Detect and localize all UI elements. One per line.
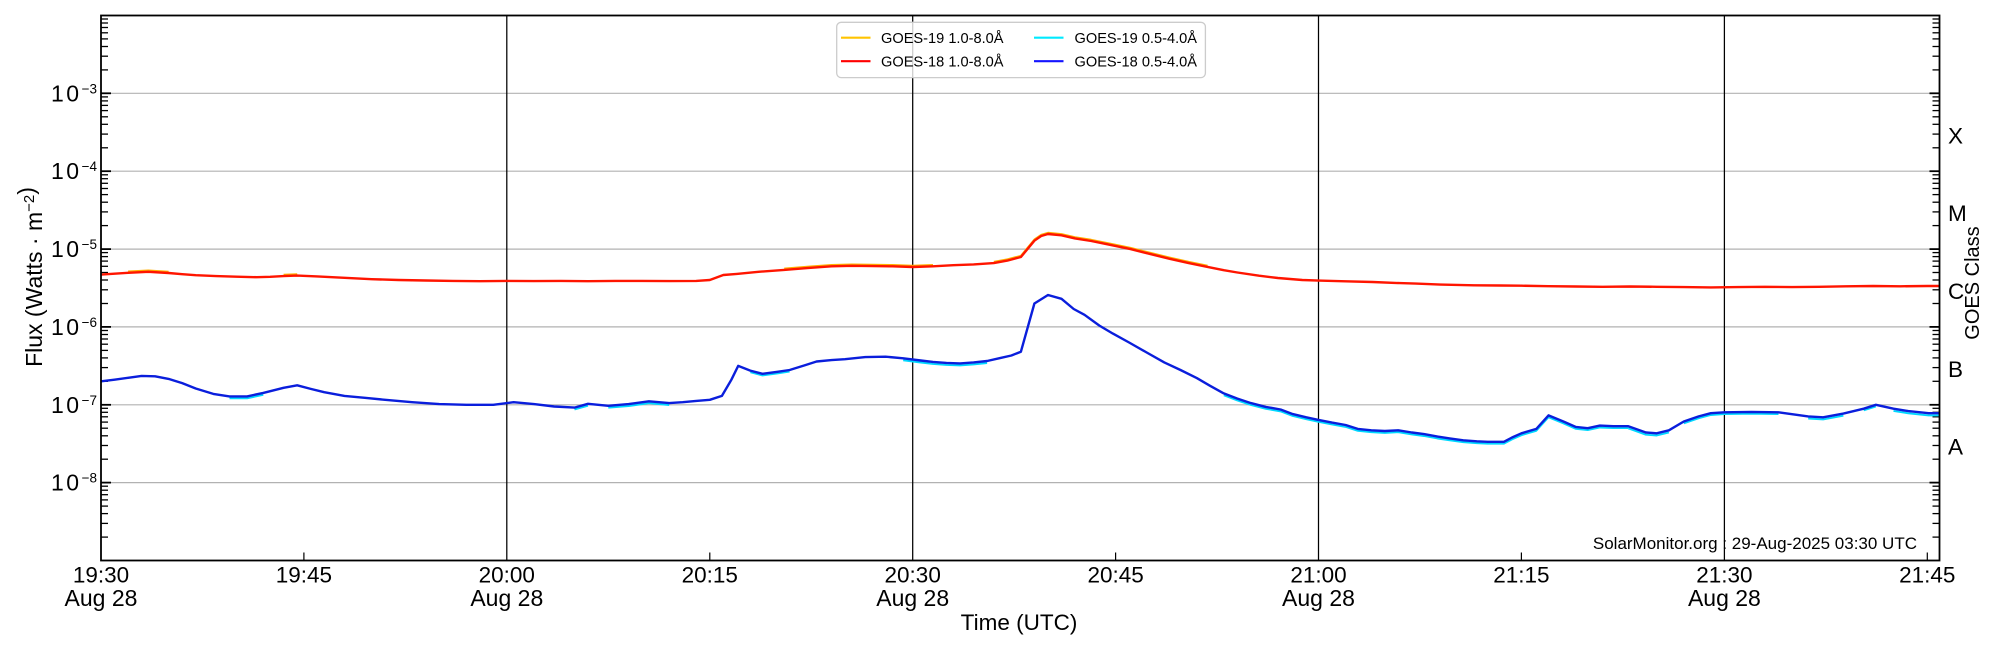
svg-text:GOES-19 1.0-8.0Å: GOES-19 1.0-8.0Å: [881, 30, 1004, 47]
svg-text:Aug 28: Aug 28: [1688, 585, 1761, 611]
svg-text:21:45: 21:45: [1899, 563, 1955, 588]
svg-text:C: C: [1948, 279, 1964, 304]
svg-text:20:00: 20:00: [479, 563, 535, 588]
svg-text:21:00: 21:00: [1290, 563, 1346, 588]
svg-text:10−5: 10−5: [51, 236, 97, 262]
svg-text:19:45: 19:45: [276, 563, 332, 588]
svg-text:Aug 28: Aug 28: [65, 585, 138, 611]
svg-text:GOES-18 1.0-8.0Å: GOES-18 1.0-8.0Å: [881, 53, 1004, 70]
svg-text:19:30: 19:30: [73, 563, 129, 588]
svg-text:21:30: 21:30: [1696, 563, 1752, 588]
svg-text:GOES-18 0.5-4.0Å: GOES-18 0.5-4.0Å: [1075, 53, 1198, 70]
svg-text:B: B: [1948, 357, 1963, 382]
svg-text:X: X: [1948, 123, 1963, 148]
svg-text:M: M: [1948, 201, 1967, 226]
svg-text:20:15: 20:15: [682, 563, 738, 588]
svg-text:GOES Class: GOES Class: [1962, 226, 1984, 339]
svg-text:Aug 28: Aug 28: [470, 585, 543, 611]
svg-text:20:45: 20:45: [1087, 563, 1143, 588]
svg-text:Time (UTC): Time (UTC): [961, 610, 1078, 635]
svg-text:A: A: [1948, 435, 1963, 460]
svg-text:Aug 28: Aug 28: [1282, 585, 1355, 611]
svg-text:20:30: 20:30: [885, 563, 941, 588]
svg-text:21:15: 21:15: [1493, 563, 1549, 588]
svg-text:Aug 28: Aug 28: [876, 585, 949, 611]
svg-text:SolarMonitor.org : 29-Aug-2025: SolarMonitor.org : 29-Aug-2025 03:30 UTC: [1593, 534, 1917, 553]
svg-text:GOES-19 0.5-4.0Å: GOES-19 0.5-4.0Å: [1075, 30, 1198, 47]
svg-text:10−7: 10−7: [51, 392, 97, 418]
